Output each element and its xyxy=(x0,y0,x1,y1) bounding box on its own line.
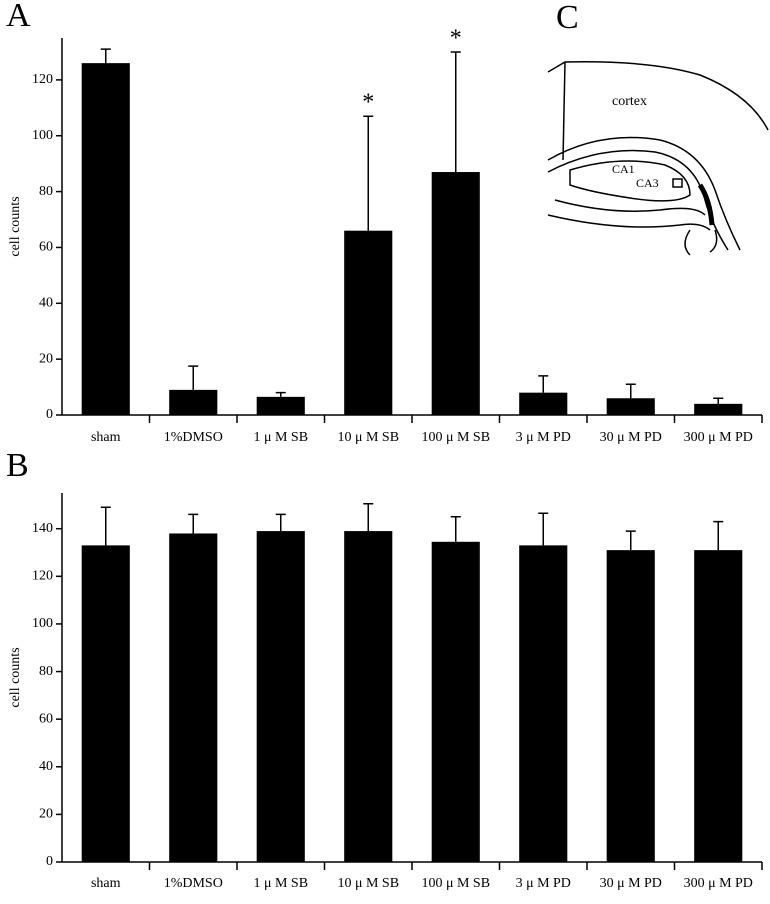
error-bar xyxy=(100,506,111,546)
error-bar xyxy=(275,513,286,532)
x-tick-label: 3 μ M PD xyxy=(516,430,571,445)
y-tick-label: 40 xyxy=(39,759,53,774)
bar xyxy=(344,531,393,862)
bar xyxy=(519,392,568,415)
hippocampus-diagram xyxy=(547,61,769,256)
y-tick-label: 80 xyxy=(39,664,53,679)
y-tick-label: 100 xyxy=(32,128,53,143)
error-bar xyxy=(538,512,549,546)
x-tick-label: 1%DMSO xyxy=(164,430,223,445)
error-bar xyxy=(538,375,549,393)
y-tick-label: 20 xyxy=(39,807,53,822)
x-tick-label: 10 μ M SB xyxy=(337,430,399,445)
bar xyxy=(694,550,743,862)
x-tick-label: 300 μ M PD xyxy=(684,876,753,891)
y-tick-label: 20 xyxy=(39,351,53,366)
error-bar xyxy=(363,502,374,532)
bar xyxy=(519,545,568,862)
x-tick-label: sham xyxy=(91,430,121,445)
error-bar xyxy=(713,520,724,551)
error-bar xyxy=(625,530,636,551)
region-label: cortex xyxy=(612,94,647,109)
significance-marker: * xyxy=(362,90,374,116)
y-tick-label: 80 xyxy=(39,184,53,199)
y-tick-label: 100 xyxy=(32,616,53,631)
bar xyxy=(431,172,480,415)
bar xyxy=(81,545,130,862)
significance-marker: * xyxy=(450,25,462,51)
bar xyxy=(694,403,743,415)
y-axis-label: cell counts xyxy=(8,647,23,707)
region-label: CA1 xyxy=(612,162,635,176)
y-tick-label: 40 xyxy=(39,296,53,311)
x-tick-label: 30 μ M PD xyxy=(600,430,662,445)
x-tick-label: 1 μ M SB xyxy=(253,430,308,445)
bar xyxy=(606,550,655,862)
bar xyxy=(344,230,393,415)
bar xyxy=(256,531,305,862)
x-tick-label: sham xyxy=(91,876,121,891)
x-tick-label: 1%DMSO xyxy=(164,876,223,891)
bar xyxy=(431,541,480,862)
error-bar xyxy=(188,513,199,534)
y-tick-label: 120 xyxy=(32,72,53,87)
x-tick-label: 300 μ M PD xyxy=(684,430,753,445)
y-tick-label: 0 xyxy=(46,407,53,422)
error-bar xyxy=(363,115,374,231)
y-axis-label: cell counts xyxy=(8,196,23,256)
bar xyxy=(256,396,305,415)
error-bar xyxy=(188,365,199,390)
panel-label: C xyxy=(556,0,579,36)
error-bar xyxy=(275,391,286,397)
y-tick-label: 120 xyxy=(32,569,53,584)
region-label: CA3 xyxy=(636,176,659,190)
error-bar xyxy=(450,51,461,173)
error-bar xyxy=(713,397,724,404)
error-bar xyxy=(100,48,111,64)
x-tick-label: 100 μ M SB xyxy=(421,430,490,445)
bar xyxy=(169,533,218,862)
panel-label: B xyxy=(6,447,29,484)
bar xyxy=(606,398,655,415)
x-tick-label: 3 μ M PD xyxy=(516,876,571,891)
y-tick-label: 60 xyxy=(39,240,53,255)
bar xyxy=(169,389,218,415)
panel-label: A xyxy=(6,0,31,34)
x-tick-label: 30 μ M PD xyxy=(600,876,662,891)
x-tick-label: 1 μ M SB xyxy=(253,876,308,891)
error-bar xyxy=(625,383,636,399)
y-tick-label: 140 xyxy=(32,521,53,536)
x-tick-label: 10 μ M SB xyxy=(337,876,399,891)
bar xyxy=(81,63,130,416)
y-tick-label: 0 xyxy=(46,854,53,869)
x-tick-label: 100 μ M SB xyxy=(421,876,490,891)
error-bar xyxy=(450,516,461,542)
y-tick-label: 60 xyxy=(39,711,53,726)
